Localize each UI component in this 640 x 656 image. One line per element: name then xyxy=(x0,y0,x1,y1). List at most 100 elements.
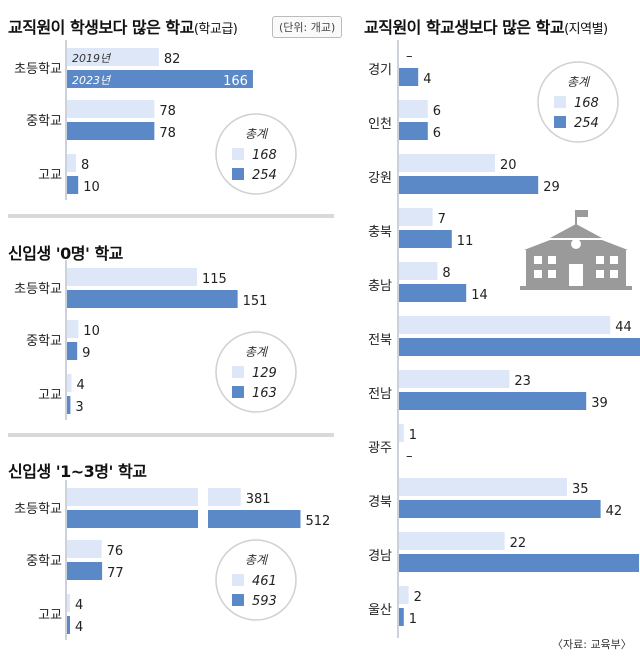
category-label: 경북 xyxy=(368,495,392,510)
data-label: 166 xyxy=(223,74,248,89)
category-label: 경남 xyxy=(368,549,392,564)
data-label: 10 xyxy=(83,180,100,195)
data-label: 151 xyxy=(243,294,268,309)
total-swatch xyxy=(554,96,566,108)
data-label: 6 xyxy=(433,126,441,141)
total-value: 461 xyxy=(252,574,277,589)
total-swatch xyxy=(232,148,244,160)
window xyxy=(596,270,604,278)
bar xyxy=(67,488,241,506)
data-label: 381 xyxy=(246,492,271,507)
category-label: 충남 xyxy=(368,279,392,294)
data-label: – xyxy=(406,449,413,464)
total-bubble: 총계 129 163 xyxy=(215,331,297,413)
total-swatch xyxy=(554,116,566,128)
bar xyxy=(67,320,79,338)
bar xyxy=(67,510,301,528)
bar xyxy=(399,68,419,86)
data-label: 77 xyxy=(107,566,124,581)
category-label: 고교 xyxy=(38,388,62,403)
bar xyxy=(399,586,409,604)
category-label: 고교 xyxy=(38,608,62,623)
data-label: 44 xyxy=(615,320,632,335)
ground xyxy=(520,286,632,290)
total-value: 168 xyxy=(252,148,277,163)
data-label: 4 xyxy=(75,598,83,613)
bar xyxy=(399,100,428,118)
window xyxy=(534,256,542,264)
data-label: 1 xyxy=(409,428,417,443)
total-value: 254 xyxy=(252,168,277,183)
data-label: 7 xyxy=(438,212,446,227)
total-bubble: 총계 461 593 xyxy=(215,539,297,621)
data-label: 11 xyxy=(457,234,474,249)
section-divider xyxy=(8,214,334,218)
category-label: 중학교 xyxy=(26,554,62,569)
bar xyxy=(399,424,404,442)
window xyxy=(548,270,556,278)
bar xyxy=(67,396,71,414)
total-swatch xyxy=(232,366,244,378)
window xyxy=(610,256,618,264)
bar xyxy=(399,500,601,518)
window xyxy=(534,270,542,278)
data-label: 20 xyxy=(500,158,517,173)
category-label: 초등학교 xyxy=(14,282,62,297)
category-label: 전남 xyxy=(368,387,392,402)
category-label: 중학교 xyxy=(26,334,62,349)
total-bubble: 총계 168 254 xyxy=(537,61,619,143)
bar xyxy=(399,284,467,302)
bar xyxy=(67,616,70,634)
chart-region: 경기–4인천66강원2029충북711충남814전북4458전남2339광주1–… xyxy=(368,40,640,638)
bar xyxy=(399,554,639,572)
category-label: 중학교 xyxy=(26,114,62,129)
legend-entry: 2019년 xyxy=(72,52,112,65)
bar xyxy=(399,208,433,226)
bar xyxy=(399,262,438,280)
window xyxy=(548,256,556,264)
bar xyxy=(67,48,159,66)
data-label: 10 xyxy=(83,324,100,339)
bar xyxy=(67,540,102,558)
chart2-title: 신입생 '0명' 학교 xyxy=(8,244,123,263)
data-label: 512 xyxy=(305,514,330,529)
bar xyxy=(67,100,155,118)
bar xyxy=(67,562,103,580)
roof xyxy=(550,224,602,238)
bar xyxy=(399,370,510,388)
category-label: 초등학교 xyxy=(14,502,62,517)
bar xyxy=(399,608,404,626)
data-label: 42 xyxy=(606,504,623,519)
total-value: 593 xyxy=(252,594,277,609)
bar xyxy=(399,316,611,334)
bar xyxy=(67,290,238,308)
school-building-icon xyxy=(520,210,632,290)
total-bubble: 총계 168 254 xyxy=(215,113,297,195)
total-value: 129 xyxy=(252,366,277,381)
axis-break xyxy=(198,486,208,532)
category-label: 인천 xyxy=(368,117,392,132)
category-label: 광주 xyxy=(368,441,392,456)
clock xyxy=(571,239,581,249)
bar xyxy=(399,230,452,248)
total-swatch xyxy=(232,386,244,398)
bar xyxy=(67,342,78,360)
data-label: 78 xyxy=(159,104,176,119)
data-label: 9 xyxy=(82,346,90,361)
unit-label: (단위: 개교) xyxy=(272,16,343,38)
data-label: 2 xyxy=(414,590,422,605)
chart4-title: 교직원이 학교생보다 많은 학교(지역별) xyxy=(364,18,608,37)
data-label: 78 xyxy=(159,126,176,141)
bar xyxy=(67,594,70,612)
category-label: 울산 xyxy=(368,603,392,618)
data-label: 8 xyxy=(81,158,89,173)
total-label: 총계 xyxy=(567,75,591,89)
bar xyxy=(67,374,72,392)
data-label: 3 xyxy=(75,400,83,415)
category-label: 강원 xyxy=(368,171,392,186)
total-swatch xyxy=(232,574,244,586)
data-label: 8 xyxy=(442,266,450,281)
bar xyxy=(67,176,79,194)
total-value: 168 xyxy=(574,96,599,111)
category-label: 경기 xyxy=(368,63,392,78)
